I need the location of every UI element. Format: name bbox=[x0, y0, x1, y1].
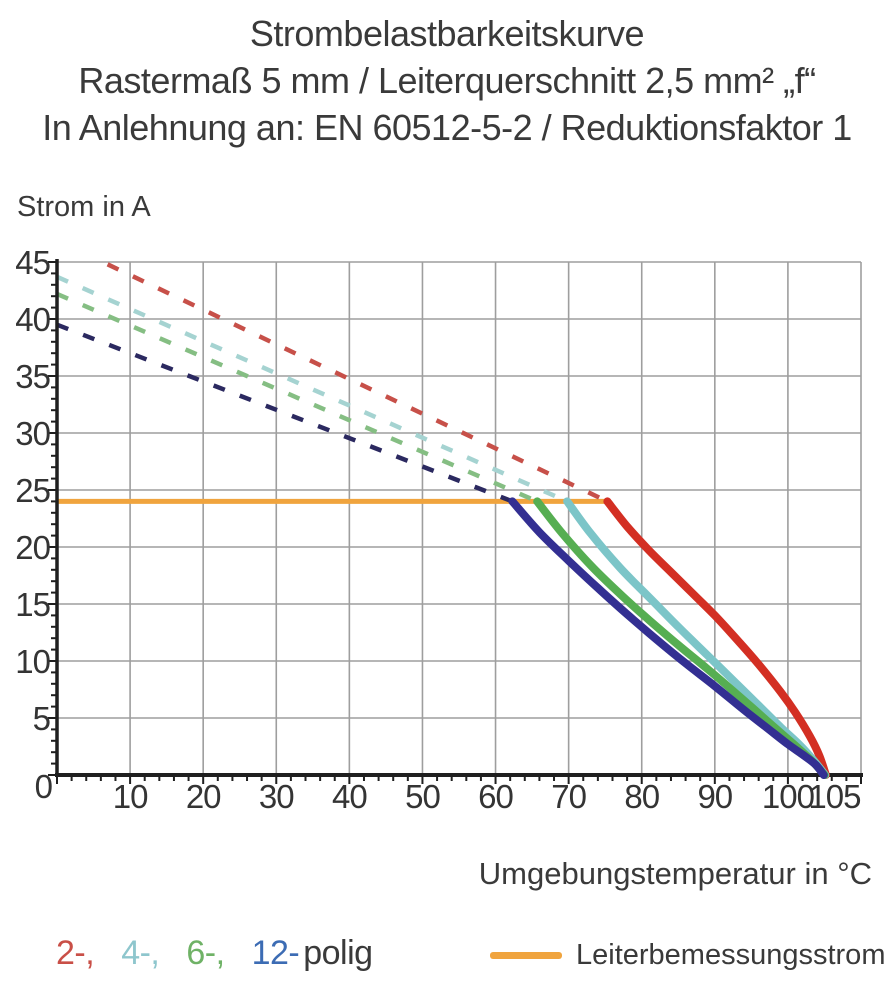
reference-line-label: Leiterbemessungsstrom bbox=[576, 938, 886, 971]
legend-pole-label: 4-, bbox=[121, 934, 160, 972]
reference-line-swatch bbox=[490, 951, 562, 959]
y-tick-label: 5 bbox=[33, 700, 50, 737]
dashed-curve-12-polig bbox=[56, 322, 514, 504]
x-tick-label: 60 bbox=[478, 778, 513, 815]
x-tick-label: 105 bbox=[808, 778, 860, 815]
x-tick-label: 50 bbox=[405, 778, 440, 815]
solid-curves bbox=[508, 497, 830, 779]
chart-standard-note: In Anlehnung an: EN 60512-5-2 / Reduktio… bbox=[42, 107, 852, 148]
dashed-curve-6-polig bbox=[56, 291, 539, 504]
axes bbox=[48, 259, 863, 784]
y-axis-label: Strom in A bbox=[17, 191, 151, 223]
x-axis-label: Umgebungstemperatur in °C bbox=[478, 856, 872, 891]
curve-6-polig bbox=[533, 497, 829, 779]
chart-title-block: Strombelastbarkeitskurve Rastermaß 5 mm … bbox=[0, 10, 894, 151]
chart-subtitle: Rastermaß 5 mm / Leiterquerschnitt 2,5 m… bbox=[78, 60, 816, 101]
curve-2-polig bbox=[603, 497, 830, 779]
chart-title: Strombelastbarkeitskurve bbox=[249, 13, 645, 54]
dashed-curves bbox=[56, 260, 609, 504]
x-tick-label: 20 bbox=[186, 778, 221, 815]
x-tick-label: 90 bbox=[697, 778, 732, 815]
legend-pole-label: 2-, bbox=[56, 934, 95, 972]
x-tick-label: 40 bbox=[332, 778, 367, 815]
legend-pole-label: 12- bbox=[251, 934, 300, 972]
y-tick-label: 10 bbox=[15, 643, 50, 680]
y-tick-label: 25 bbox=[15, 472, 50, 509]
y-tick-label: 0 bbox=[35, 768, 53, 805]
y-tick-label: 35 bbox=[15, 358, 50, 395]
dashed-curve-2-polig bbox=[93, 260, 609, 504]
x-tick-label: 80 bbox=[624, 778, 659, 815]
dashed-curve-4-polig bbox=[56, 274, 569, 504]
y-tick-label: 20 bbox=[15, 529, 50, 566]
x-tick-label: 100 bbox=[762, 778, 815, 815]
legend-pole-counts: 2-, 4-, 6-, 12- polig bbox=[56, 934, 373, 973]
x-tick-label: 70 bbox=[551, 778, 586, 815]
y-tick-label: 40 bbox=[15, 301, 50, 338]
legend-reference: Leiterbemessungsstrom bbox=[490, 934, 885, 976]
legend-polig-suffix: polig bbox=[303, 934, 373, 972]
curve-12-polig bbox=[508, 497, 828, 779]
legend-pole-label: 6-, bbox=[186, 934, 225, 972]
gridlines bbox=[57, 261, 862, 775]
x-tick-label: 10 bbox=[113, 778, 148, 815]
x-tick-label: 30 bbox=[259, 778, 294, 815]
y-tick-label: 45 bbox=[15, 244, 50, 281]
y-tick-label: 30 bbox=[15, 415, 50, 452]
y-tick-label: 15 bbox=[15, 586, 50, 623]
